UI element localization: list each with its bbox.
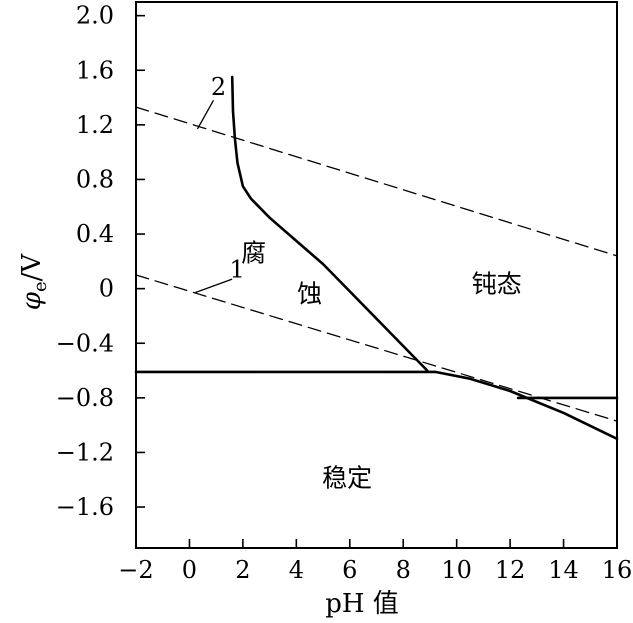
x-tick-label: 10 <box>441 556 472 584</box>
y-tick-label: 1.6 <box>76 56 114 84</box>
x-tick-label: 14 <box>548 556 579 584</box>
line-number-label: 1 <box>230 256 245 284</box>
plot-area-frame <box>135 1 618 549</box>
line-number-label: 2 <box>211 73 226 101</box>
x-tick-label: 16 <box>602 556 633 584</box>
x-tick-label: 0 <box>182 556 197 584</box>
x-tick-label: 4 <box>289 556 304 584</box>
boundary-line-0 <box>230 75 429 372</box>
x-tick-label: 8 <box>396 556 411 584</box>
y-axis-label: φe/V <box>17 253 51 311</box>
y-axis-label-unit: /V <box>17 253 47 282</box>
y-tick-label: 1.2 <box>76 111 114 139</box>
boundary-line-2 <box>434 370 619 441</box>
y-tick-label: −1.6 <box>56 493 114 521</box>
x-axis-label: pH 值 <box>325 589 399 619</box>
x-axis-ticks: −2 0 2 4 6 8 10 12 14 16 <box>118 539 632 584</box>
y-axis-ticks: 2.0 1.6 1.2 0.8 0.4 0 −0.4 −0.8 −1.2 −1.6 <box>56 2 145 521</box>
y-tick-label: −1.2 <box>56 438 114 466</box>
y-axis-label-symbol: φ <box>17 291 47 310</box>
region-label: 钝态 <box>472 270 522 299</box>
dashed-line-2 <box>135 106 618 257</box>
x-tick-label: 2 <box>235 556 250 584</box>
x-tick-label: −2 <box>118 556 153 584</box>
series-layer <box>134 75 619 441</box>
dashed-line-1 <box>135 274 618 422</box>
y-tick-label: 0 <box>99 275 114 303</box>
x-tick-label: 6 <box>342 556 357 584</box>
y-tick-label: 0.4 <box>76 220 114 248</box>
line-1-leader <box>194 278 233 294</box>
y-tick-label: 0.8 <box>76 165 114 193</box>
y-tick-label: −0.8 <box>56 384 114 412</box>
region-label: 蚀 <box>297 279 322 308</box>
y-axis-label-subscript: e <box>30 281 51 292</box>
region-label: 腐 <box>241 238 266 267</box>
y-tick-label: −0.4 <box>56 329 114 357</box>
y-tick-label: 2.0 <box>76 2 114 30</box>
region-label: 稳定 <box>322 464 372 493</box>
x-tick-label: 12 <box>495 556 526 584</box>
line-2-leader <box>196 99 215 130</box>
